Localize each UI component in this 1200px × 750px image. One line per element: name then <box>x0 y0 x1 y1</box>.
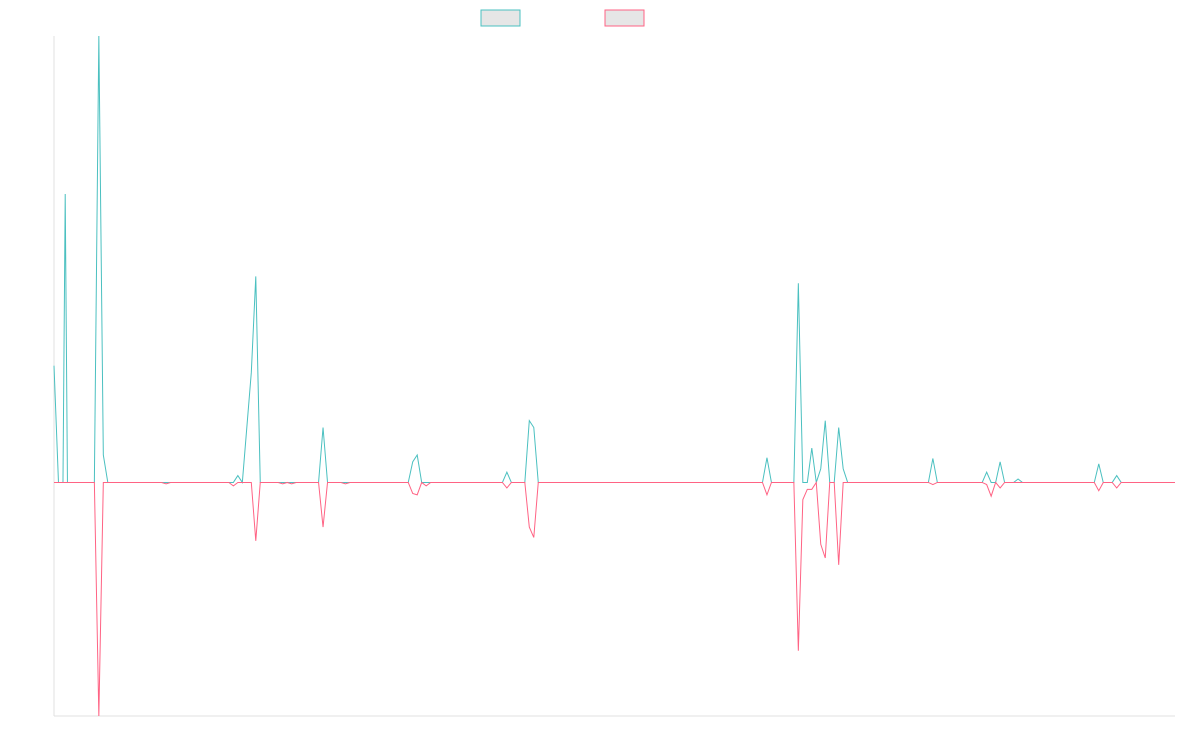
legend-item-2[interactable] <box>604 9 645 27</box>
legend-swatch-1[interactable] <box>480 9 521 27</box>
series-line-2 <box>54 480 1175 717</box>
legend-item-1[interactable] <box>480 9 521 27</box>
axes <box>53 36 1175 717</box>
legend-swatch-2[interactable] <box>604 9 645 27</box>
series-line-1 <box>53 35 1175 484</box>
series-layer <box>53 35 1175 717</box>
legend <box>480 9 645 27</box>
